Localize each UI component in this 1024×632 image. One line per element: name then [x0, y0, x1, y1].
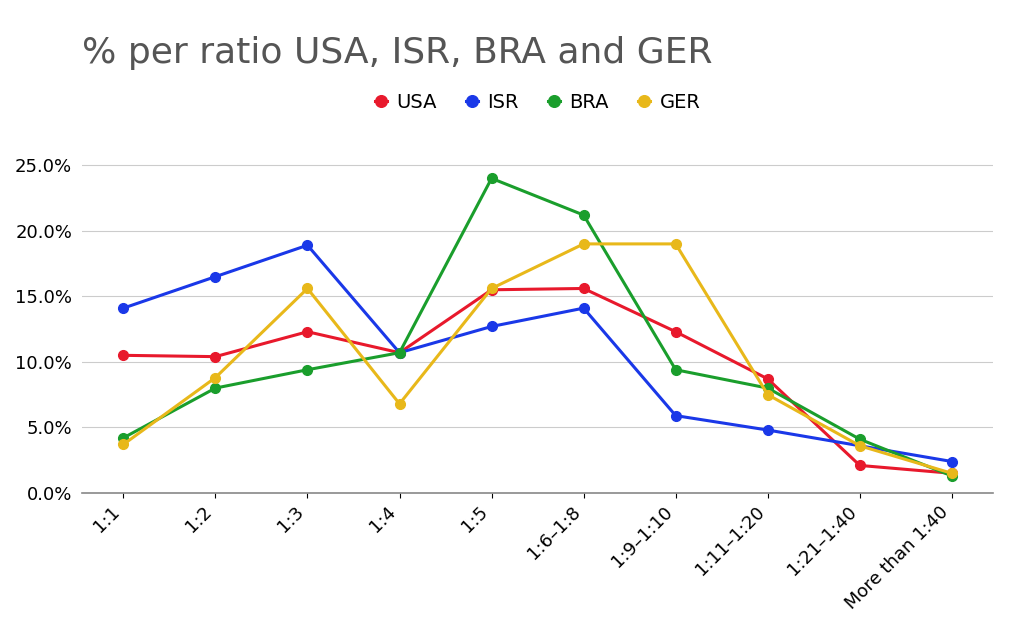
- BRA: [762, 384, 774, 392]
- ISR: [209, 273, 221, 281]
- GER: [670, 240, 682, 248]
- USA: [393, 349, 406, 356]
- ISR: [670, 412, 682, 420]
- GER: [117, 441, 129, 448]
- Line: BRA: BRA: [119, 174, 956, 481]
- ISR: [485, 323, 498, 331]
- ISR: [946, 458, 958, 465]
- BRA: [670, 366, 682, 374]
- ISR: [301, 241, 313, 249]
- USA: [762, 375, 774, 383]
- BRA: [209, 384, 221, 392]
- Line: ISR: ISR: [119, 240, 956, 466]
- BRA: [854, 435, 866, 443]
- BRA: [485, 174, 498, 182]
- Legend: USA, ISR, BRA, GER: USA, ISR, BRA, GER: [368, 85, 708, 119]
- ISR: [117, 305, 129, 312]
- USA: [578, 284, 590, 292]
- USA: [485, 286, 498, 294]
- Line: GER: GER: [119, 239, 956, 478]
- BRA: [578, 211, 590, 219]
- USA: [854, 461, 866, 469]
- GER: [393, 400, 406, 408]
- Text: % per ratio USA, ISR, BRA and GER: % per ratio USA, ISR, BRA and GER: [82, 35, 713, 70]
- USA: [117, 351, 129, 359]
- GER: [578, 240, 590, 248]
- BRA: [946, 472, 958, 480]
- GER: [485, 284, 498, 292]
- ISR: [578, 305, 590, 312]
- USA: [670, 328, 682, 336]
- ISR: [393, 349, 406, 356]
- USA: [209, 353, 221, 360]
- GER: [209, 374, 221, 381]
- GER: [301, 284, 313, 292]
- BRA: [393, 349, 406, 356]
- USA: [301, 328, 313, 336]
- USA: [946, 470, 958, 477]
- GER: [854, 442, 866, 449]
- Line: USA: USA: [119, 284, 956, 478]
- ISR: [762, 426, 774, 434]
- GER: [946, 470, 958, 477]
- GER: [762, 391, 774, 398]
- BRA: [117, 434, 129, 442]
- BRA: [301, 366, 313, 374]
